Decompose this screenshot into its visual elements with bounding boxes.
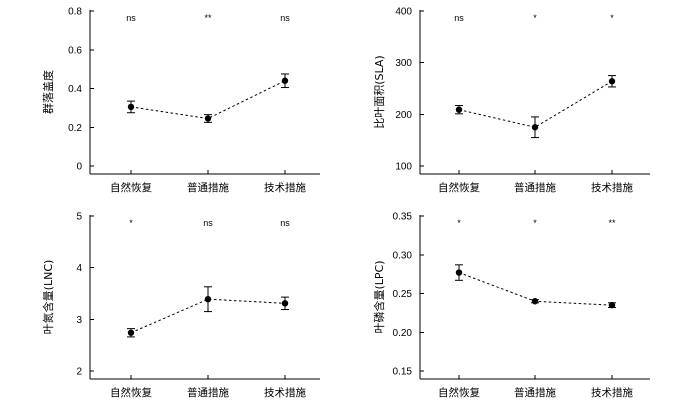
y-tick-label: 100 — [395, 162, 412, 173]
y-tick-label: 0.8 — [68, 7, 82, 18]
y-tick-label: 0.4 — [68, 84, 82, 95]
y-tick-label: 0.2 — [68, 123, 82, 134]
y-axis-label: 叶磷含量(LPC) — [372, 260, 386, 333]
y-tick-label: 200 — [395, 110, 412, 121]
y-tick-label: 0.25 — [393, 289, 413, 300]
panel-d: 0.15 0.20 0.25 0.30 0.35 自然恢复 普通措施 技术措施 叶磷含量(LPC… — [372, 212, 650, 399]
y-tick-label: 2 — [76, 367, 82, 378]
y-tick-label: 3 — [76, 315, 82, 326]
y-tick-label: 400 — [395, 7, 412, 18]
y-tick-label: 5 — [76, 212, 82, 223]
y-tick-label: 0.30 — [393, 250, 413, 261]
panel-c: 2 3 4 5 自然恢复 普通措施 技术措施 叶氮含量(LNC) * ns ns — [41, 212, 320, 399]
significance-label: * — [610, 13, 614, 23]
y-tick-label: 0.35 — [393, 212, 413, 223]
series-line — [458, 80, 613, 128]
x-tick-label: 自然恢复 — [110, 181, 152, 194]
x-tick-label: 自然恢复 — [438, 181, 480, 194]
data-point — [608, 301, 616, 309]
panel-a: 0 0.2 0.4 0.6 0.8 自然恢复 普通措施 技术措施 群落盖度 ns ** ns — [41, 7, 320, 194]
data-point — [608, 78, 616, 85]
y-tick-label: 0 — [76, 162, 82, 173]
data-point — [531, 298, 539, 305]
significance-label: ** — [204, 13, 212, 23]
x-tick-label: 技术措施 — [591, 386, 633, 399]
data-point — [281, 77, 289, 84]
y-tick-label: 300 — [395, 58, 412, 69]
significance-label: * — [533, 13, 537, 23]
panel-b: 100 200 300 400 自然恢复 普通措施 技术措施 比叶面积(SLA) ns * * — [373, 7, 650, 194]
x-tick-label: 普通措施 — [187, 386, 229, 399]
data-point — [204, 115, 212, 122]
y-tick-label: 0.6 — [68, 45, 82, 56]
data-point — [281, 300, 289, 307]
x-tick-label: 普通措施 — [514, 386, 556, 399]
significance-label: * — [129, 218, 133, 228]
y-tick-label: 0.15 — [393, 367, 413, 378]
y-axis-label: 群落盖度 — [41, 70, 55, 114]
significance-label: ns — [203, 218, 213, 228]
x-tick-label: 技术措施 — [264, 181, 306, 194]
significance-label: ** — [608, 218, 616, 228]
data-point — [127, 329, 135, 336]
y-tick-label: 4 — [76, 263, 82, 274]
x-tick-label: 普通措施 — [187, 181, 229, 194]
y-axis-label: 叶氮含量(LNC) — [41, 260, 55, 335]
significance-label: ns — [126, 13, 136, 23]
series-line — [130, 80, 286, 120]
significance-label: ns — [454, 13, 464, 23]
x-tick-label: 普通措施 — [514, 181, 556, 194]
x-tick-label: 技术措施 — [264, 386, 306, 399]
data-point — [531, 124, 539, 131]
data-point — [455, 269, 463, 276]
x-tick-label: 技术措施 — [591, 181, 633, 194]
data-point — [204, 295, 212, 303]
x-tick-label: 自然恢复 — [110, 386, 152, 399]
y-axis-label: 比叶面积(SLA) — [373, 55, 386, 128]
significance-label: ns — [280, 218, 290, 228]
significance-label: * — [533, 218, 537, 228]
x-tick-label: 自然恢复 — [438, 386, 480, 399]
data-point — [127, 103, 135, 111]
y-tick-label: 0.20 — [393, 328, 413, 339]
significance-label: ns — [280, 13, 290, 23]
data-point — [455, 106, 463, 113]
series-line — [130, 298, 286, 334]
significance-label: * — [457, 218, 461, 228]
